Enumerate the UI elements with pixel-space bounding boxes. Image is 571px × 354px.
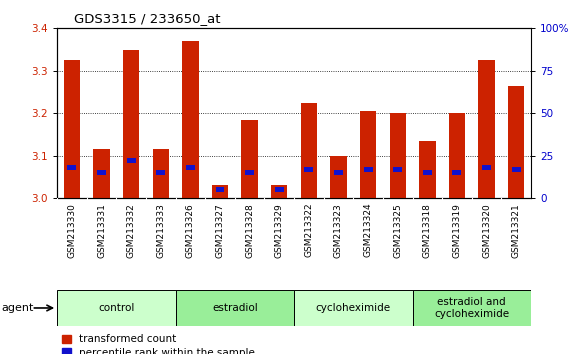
Bar xyxy=(182,41,199,198)
Bar xyxy=(152,149,169,198)
Bar xyxy=(412,290,531,326)
Text: GSM213324: GSM213324 xyxy=(364,203,373,257)
Bar xyxy=(508,86,524,198)
Bar xyxy=(57,290,176,326)
Bar xyxy=(94,149,110,198)
Bar xyxy=(67,165,77,170)
Bar xyxy=(304,167,313,172)
Text: GSM213322: GSM213322 xyxy=(304,203,313,257)
Text: GSM213327: GSM213327 xyxy=(215,203,224,258)
Text: GSM213330: GSM213330 xyxy=(67,203,77,258)
Text: GSM213321: GSM213321 xyxy=(512,203,521,258)
Bar xyxy=(156,170,165,175)
Bar xyxy=(512,167,521,172)
Bar xyxy=(449,113,465,198)
Text: GSM213320: GSM213320 xyxy=(482,203,491,258)
Bar xyxy=(364,167,373,172)
Text: GSM213329: GSM213329 xyxy=(275,203,284,258)
Bar xyxy=(331,156,347,198)
Text: agent: agent xyxy=(2,303,34,313)
Bar xyxy=(423,170,432,175)
Text: GSM213319: GSM213319 xyxy=(452,203,461,258)
Bar xyxy=(419,141,436,198)
Bar xyxy=(212,185,228,198)
Bar xyxy=(334,170,343,175)
Text: GSM213331: GSM213331 xyxy=(97,203,106,258)
Bar xyxy=(215,187,224,192)
Bar xyxy=(64,60,80,198)
Text: GSM213323: GSM213323 xyxy=(334,203,343,258)
Text: GSM213318: GSM213318 xyxy=(423,203,432,258)
Bar xyxy=(123,50,139,198)
Bar xyxy=(242,120,258,198)
Legend: transformed count, percentile rank within the sample: transformed count, percentile rank withi… xyxy=(62,335,255,354)
Text: control: control xyxy=(98,303,135,313)
Bar xyxy=(452,170,461,175)
Bar xyxy=(127,158,136,164)
Bar xyxy=(176,290,294,326)
Text: GSM213332: GSM213332 xyxy=(127,203,136,258)
Text: cycloheximide: cycloheximide xyxy=(316,303,391,313)
Bar xyxy=(245,170,254,175)
Bar xyxy=(360,111,376,198)
Text: GDS3315 / 233650_at: GDS3315 / 233650_at xyxy=(74,12,221,25)
Bar xyxy=(97,170,106,175)
Bar xyxy=(393,167,402,172)
Text: estradiol: estradiol xyxy=(212,303,258,313)
Bar xyxy=(478,60,494,198)
Bar xyxy=(482,165,491,170)
Text: estradiol and
cycloheximide: estradiol and cycloheximide xyxy=(434,297,509,319)
Bar xyxy=(271,185,287,198)
Text: GSM213333: GSM213333 xyxy=(156,203,165,258)
Bar xyxy=(294,290,412,326)
Bar xyxy=(301,103,317,198)
Text: GSM213326: GSM213326 xyxy=(186,203,195,258)
Bar xyxy=(389,113,406,198)
Bar xyxy=(275,187,284,192)
Text: GSM213325: GSM213325 xyxy=(393,203,402,258)
Bar xyxy=(186,165,195,170)
Text: GSM213328: GSM213328 xyxy=(245,203,254,258)
